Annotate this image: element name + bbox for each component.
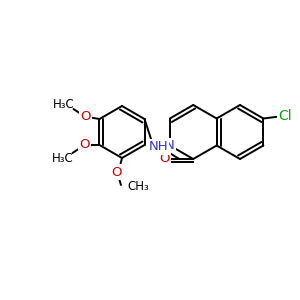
Text: N: N [165,139,175,152]
Text: O: O [80,110,91,124]
Text: O: O [112,166,122,178]
Text: H₃C: H₃C [52,152,74,166]
Text: O: O [159,152,169,166]
Text: Cl: Cl [279,110,292,124]
Text: NH: NH [148,140,168,154]
Text: CH₃: CH₃ [127,181,149,194]
Text: O: O [79,139,90,152]
Text: H₃C: H₃C [52,98,74,110]
